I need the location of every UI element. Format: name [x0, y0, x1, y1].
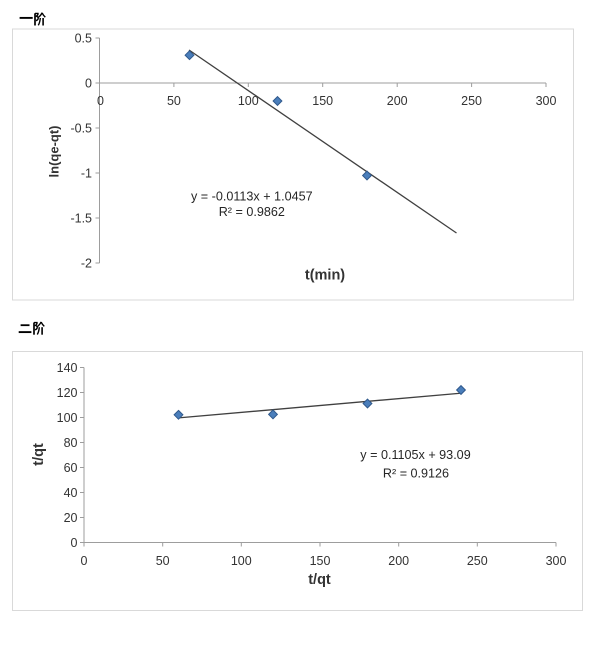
svg-text:300: 300 — [536, 94, 557, 108]
svg-text:t/qt: t/qt — [308, 572, 331, 588]
svg-text:50: 50 — [167, 94, 181, 108]
svg-text:300: 300 — [546, 554, 567, 568]
svg-text:250: 250 — [467, 554, 488, 568]
svg-text:R² = 0.9862: R² = 0.9862 — [219, 205, 285, 219]
svg-text:20: 20 — [64, 511, 78, 525]
svg-text:150: 150 — [310, 554, 331, 568]
svg-text:0: 0 — [71, 536, 78, 550]
svg-text:40: 40 — [64, 486, 78, 500]
svg-text:R² = 0.9126: R² = 0.9126 — [383, 467, 449, 481]
svg-text:200: 200 — [388, 554, 409, 568]
svg-text:250: 250 — [461, 94, 482, 108]
svg-text:60: 60 — [64, 461, 78, 475]
svg-text:-2: -2 — [81, 257, 92, 271]
svg-text:0: 0 — [81, 554, 88, 568]
svg-text:100: 100 — [57, 411, 78, 425]
svg-text:100: 100 — [238, 94, 259, 108]
svg-text:-1: -1 — [81, 167, 92, 181]
svg-text:-0.5: -0.5 — [70, 122, 92, 136]
svg-text:ln(qe-qt): ln(qe-qt) — [47, 126, 62, 178]
svg-text:80: 80 — [64, 436, 78, 450]
svg-text:0.5: 0.5 — [75, 32, 92, 46]
svg-text:50: 50 — [156, 554, 170, 568]
svg-text:t/qt: t/qt — [31, 443, 47, 466]
svg-text:100: 100 — [231, 554, 252, 568]
svg-text:t(min): t(min) — [305, 268, 345, 284]
svg-text:0: 0 — [97, 94, 104, 108]
svg-text:0: 0 — [85, 77, 92, 91]
svg-text:y = -0.0113x + 1.0457: y = -0.0113x + 1.0457 — [191, 190, 313, 204]
svg-text:140: 140 — [57, 361, 78, 375]
svg-text:150: 150 — [312, 94, 333, 108]
svg-text:120: 120 — [57, 386, 78, 400]
svg-text:200: 200 — [387, 94, 408, 108]
svg-text:-1.5: -1.5 — [70, 212, 92, 226]
svg-text:y = 0.1105x + 93.09: y = 0.1105x + 93.09 — [360, 448, 470, 462]
